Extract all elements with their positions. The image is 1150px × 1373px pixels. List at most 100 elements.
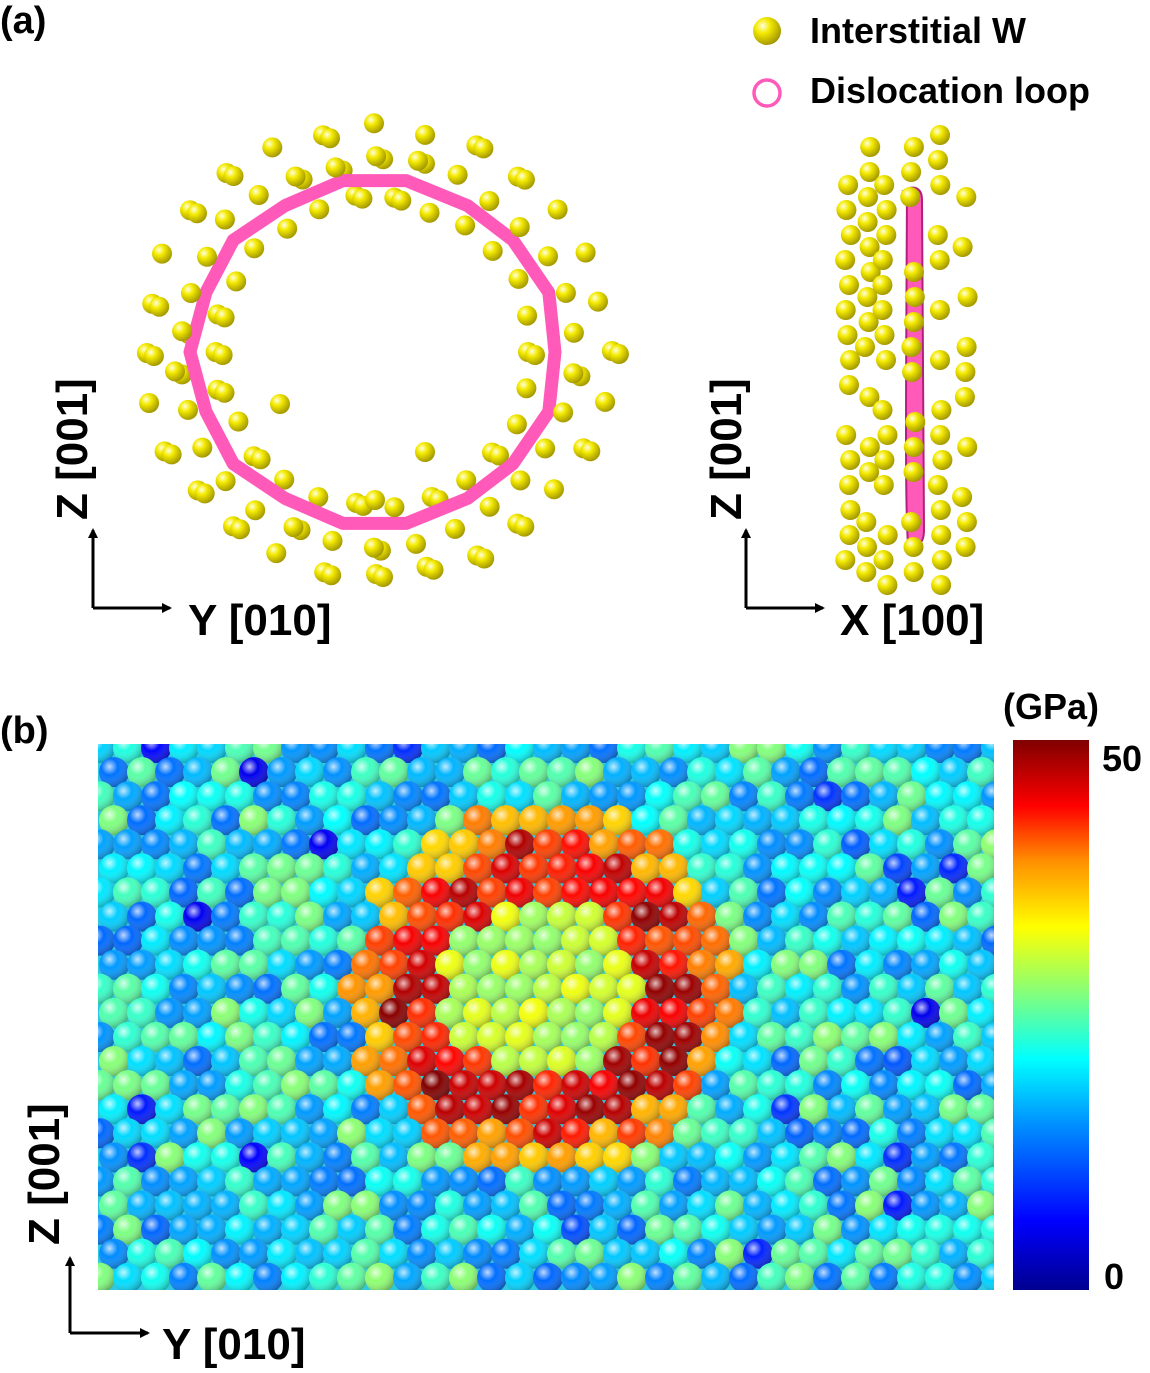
stress-atom-shading: [113, 744, 143, 763]
stress-atom-shading: [421, 925, 451, 956]
interstitial-atom: [957, 287, 978, 307]
interstitial-atom: [456, 470, 477, 491]
stress-atom-shading: [981, 1118, 994, 1149]
stress-atom-shading: [617, 1118, 647, 1149]
stress-atom-shading: [841, 1214, 871, 1245]
interstitial-atom: [903, 137, 924, 157]
interstitial-atom: [423, 559, 444, 580]
stress-atom-shading: [757, 1070, 787, 1101]
stress-atom-shading: [211, 1142, 241, 1173]
stress-atom-shading: [379, 805, 409, 836]
stress-atom-shading: [337, 925, 367, 956]
interstitial-atom: [872, 250, 893, 270]
stress-atom-shading: [575, 949, 605, 980]
stress-atom-shading: [911, 757, 941, 788]
stress-atom-shading: [939, 1094, 969, 1125]
stress-atom-shading: [813, 829, 843, 860]
stress-atom-shading: [309, 744, 339, 763]
stress-atom-shading: [113, 829, 143, 860]
stress-atom-shading: [981, 1214, 994, 1245]
stress-atom-shading: [463, 1238, 493, 1269]
stress-atom-shading: [925, 973, 955, 1004]
stress-atom-shading: [673, 973, 703, 1004]
stress-atom-shading: [561, 877, 591, 908]
stress-atom-shading: [799, 1190, 829, 1221]
right-view-atoms-front: [900, 137, 926, 582]
legend-loop-label: Dislocation loop: [810, 70, 1091, 111]
stress-atom-shading: [295, 1094, 325, 1125]
stress-atom-shading: [351, 997, 381, 1028]
stress-atom-shading: [253, 829, 283, 860]
stress-atom-shading: [365, 973, 395, 1004]
stress-atom-shading: [197, 1214, 227, 1245]
stress-atom-shading: [757, 1262, 787, 1290]
interstitial-atom: [352, 188, 373, 209]
stress-atom-shading: [757, 1118, 787, 1149]
stress-atom-shading: [253, 1166, 283, 1197]
stress-atom-shading: [925, 829, 955, 860]
stress-atom-shading: [771, 901, 801, 932]
stress-atom-shading: [827, 1238, 857, 1269]
stress-atom-shading: [827, 853, 857, 884]
stress-atom-shading: [505, 1118, 535, 1149]
stress-atom-shading: [197, 973, 227, 1004]
interstitial-atom: [455, 215, 476, 236]
stress-atom-shading: [407, 1094, 437, 1125]
interstitial-atom: [928, 150, 948, 170]
stress-atom-shading: [701, 744, 731, 763]
interstitial-atom: [903, 562, 924, 582]
stress-atom-shading: [855, 805, 885, 836]
stress-atom-shading: [617, 781, 647, 812]
stress-atom-shading: [981, 1166, 994, 1197]
stress-atom-shading: [239, 853, 269, 884]
stress-atom-shading: [99, 1046, 129, 1076]
stress-atom-shading: [155, 997, 185, 1028]
stress-atom-shading: [295, 853, 325, 884]
stress-atom-shading: [155, 1190, 185, 1221]
stress-atom-shading: [127, 1142, 157, 1173]
stress-atom-shading: [337, 1214, 367, 1245]
interstitial-atom: [838, 175, 859, 195]
stress-atom-shading: [771, 757, 801, 788]
stress-atom-shading: [631, 1190, 661, 1221]
interstitial-atom: [874, 175, 895, 195]
stress-atom-shading: [981, 973, 994, 1004]
interstitial-atom: [514, 516, 535, 537]
stress-atom-shading: [309, 829, 339, 860]
stress-atom-shading: [141, 1262, 171, 1290]
stress-atom-shading: [687, 949, 717, 980]
stress-atom-shading: [477, 973, 507, 1004]
stress-atom-shading: [519, 805, 549, 836]
stress-atom-shading: [449, 1118, 479, 1149]
stress-atom-shading: [155, 853, 185, 884]
stress-atom-shading: [505, 877, 535, 908]
stress-atom-shading: [645, 925, 675, 956]
stress-atom-shading: [379, 997, 409, 1028]
stress-atom-shading: [897, 877, 927, 908]
stress-atom-shading: [659, 757, 689, 788]
stress-atom-shading: [715, 1190, 745, 1221]
interstitial-atom: [857, 212, 878, 232]
stress-atom-shading: [253, 973, 283, 1004]
stress-atom-shading: [365, 1166, 395, 1197]
stress-atom-shading: [659, 805, 689, 836]
stress-atom-shading: [281, 973, 311, 1004]
interstitial-atom: [223, 166, 244, 186]
stress-atom-shading: [967, 1046, 994, 1076]
interstitial-atom: [506, 414, 527, 435]
stress-atom-shading: [743, 997, 773, 1028]
stress-atom-shading: [253, 781, 283, 812]
stress-atom-shading: [673, 925, 703, 956]
stress-atom-shading: [351, 1190, 381, 1221]
interstitial-atom: [904, 287, 925, 307]
stress-atom-shading: [813, 1118, 843, 1149]
stress-atom-shading: [575, 805, 605, 836]
stress-atom-shading: [239, 1046, 269, 1076]
stress-atom-shading: [869, 877, 899, 908]
stress-atom-shading: [869, 1166, 899, 1197]
stress-atom-shading: [477, 744, 507, 763]
stress-atom-shading: [519, 949, 549, 980]
stress-atom-shading: [841, 1070, 871, 1101]
interstitial-atom: [516, 378, 537, 399]
interstitial-atom: [283, 517, 304, 538]
